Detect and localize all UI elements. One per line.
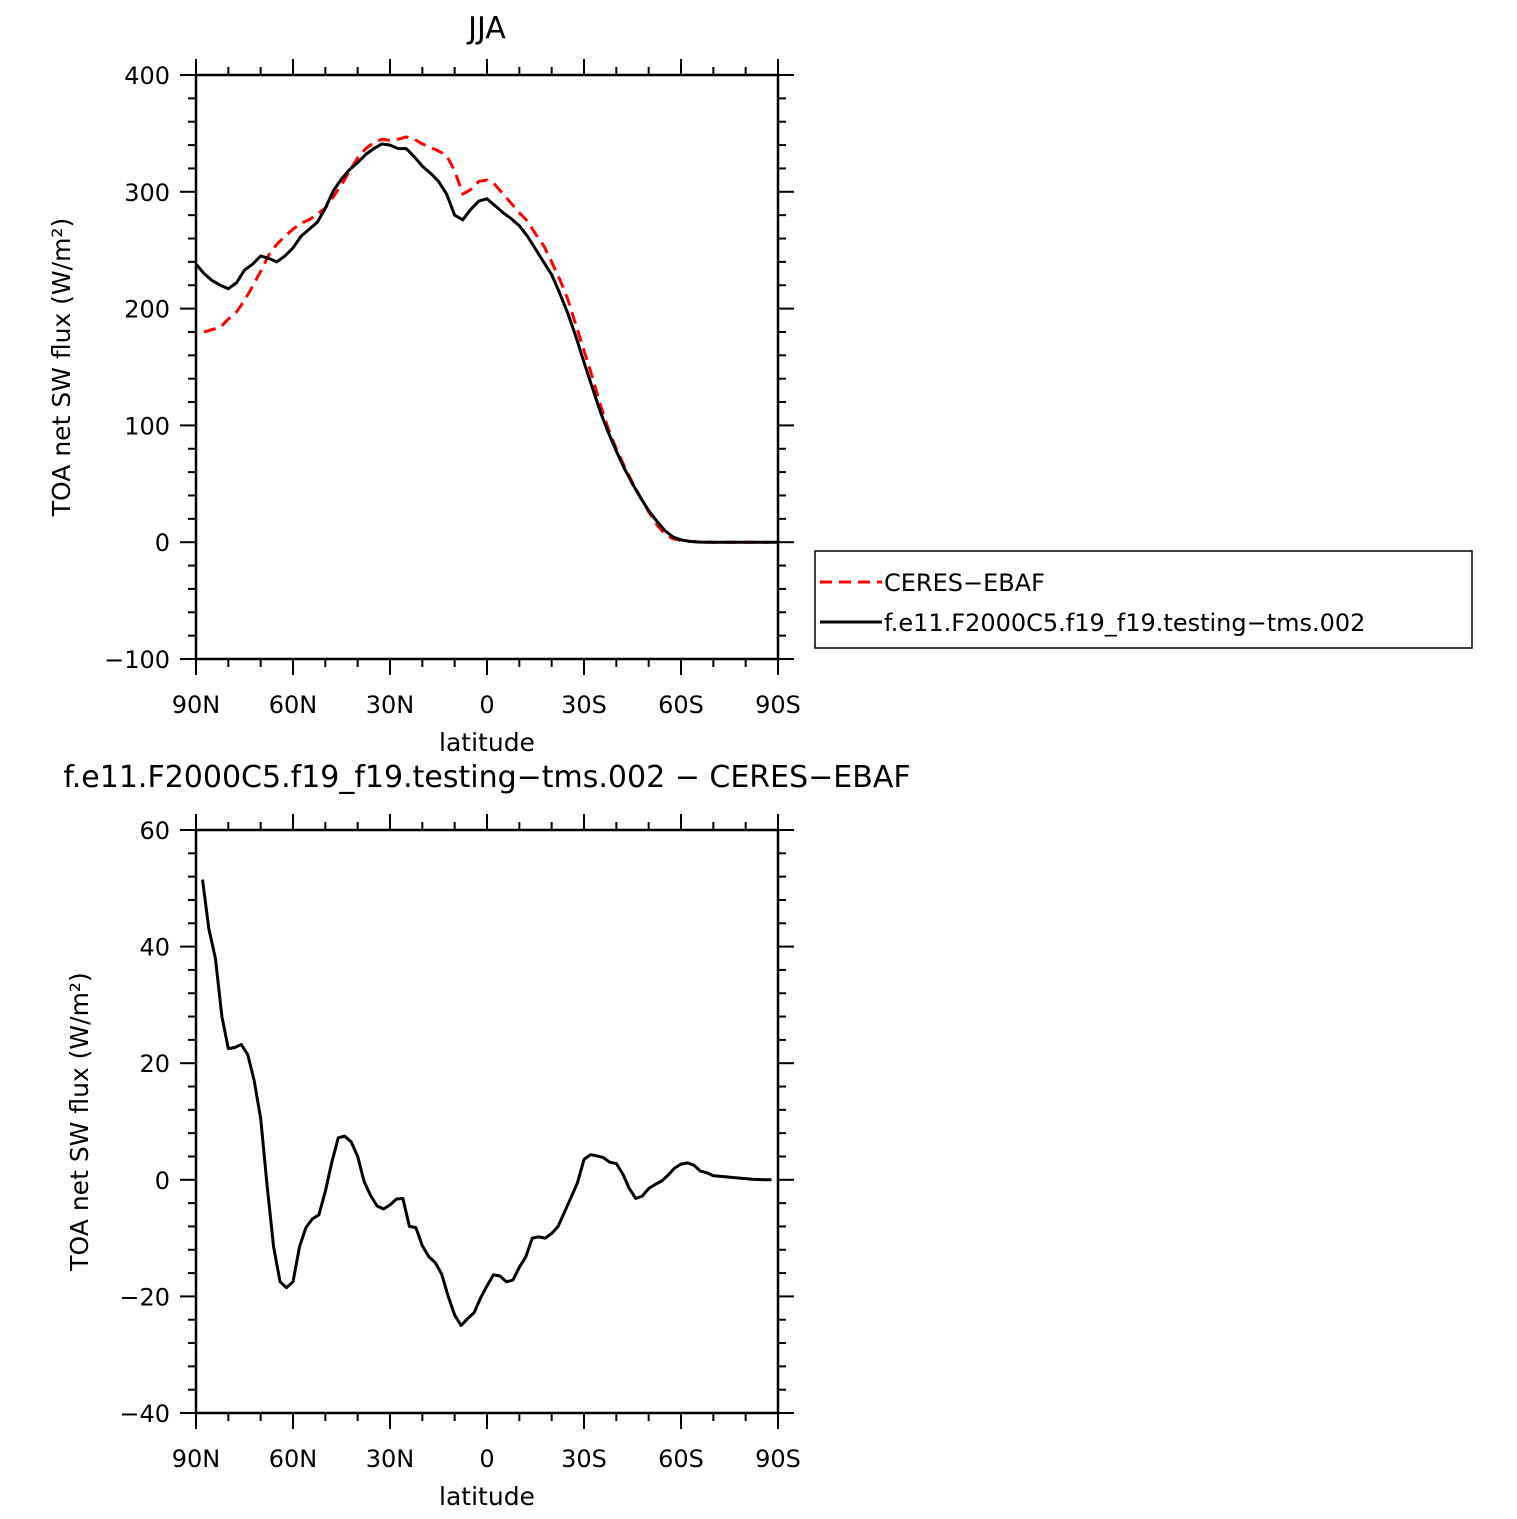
y-tick-label: 400 [124,62,170,90]
y-tick-label: 100 [124,412,170,440]
x-axis-title: latitude [439,728,535,757]
x-axis-title: latitude [439,1482,535,1511]
chart-title: JJA [466,11,506,46]
y-tick-label: 60 [139,817,170,845]
y-tick-label: 200 [124,296,170,324]
x-tick-label: 90S [755,1445,801,1473]
y-tick-label: 20 [139,1050,170,1078]
x-tick-label: 90N [172,691,221,719]
series-line-1 [194,142,778,544]
x-tick-label: 30N [366,1445,415,1473]
legend-box [814,550,1473,649]
legend-label-1: f.e11.F2000C5.f19_f19.testing−tms.002 [884,609,1365,637]
y-tick-label: 300 [124,179,170,207]
panel-bottom-chart: −40 −20 0 20 40 60 90N 60N 30N 0 30S 60S 90S latitude… [63,760,910,1511]
panel-top-chart: −100 0 100 200 300 400 90N 60N 30N 0 30S 60S 90S lati… [47,11,801,757]
x-tick-label: 0 [479,1445,494,1473]
x-tick-label: 30S [561,691,607,719]
plot-frame [194,828,780,1415]
x-tick-label: 60S [658,691,704,719]
x-tick-label: 60S [658,1445,704,1473]
legend-label-0: CERES−EBAF [884,569,1045,597]
plot-frame [194,73,780,661]
x-tick-label: 30N [366,691,415,719]
series-line-0 [201,879,772,1327]
y-tick-label: −100 [104,646,170,674]
y-tick-label: 40 [139,934,170,962]
x-tick-label: 0 [479,691,494,719]
y-tick-label: −20 [119,1283,170,1311]
y-tick-label: 0 [155,1167,170,1195]
y-tick-label: −40 [119,1400,170,1428]
x-tick-label: 90S [755,691,801,719]
y-tick-label: 0 [155,529,170,557]
chart-title: f.e11.F2000C5.f19_f19.testing−tms.002 − … [63,760,910,795]
x-tick-label: 60N [269,1445,318,1473]
x-tick-label: 90N [172,1445,221,1473]
y-axis-title: TOA net SW flux (W/m²) [47,218,76,517]
x-tick-label: 60N [269,691,318,719]
x-tick-label: 30S [561,1445,607,1473]
y-axis-title: TOA net SW flux (W/m²) [65,972,94,1271]
legend: CERES−EBAF f.e11.F2000C5.f19_f19.testing−… [814,550,1473,649]
